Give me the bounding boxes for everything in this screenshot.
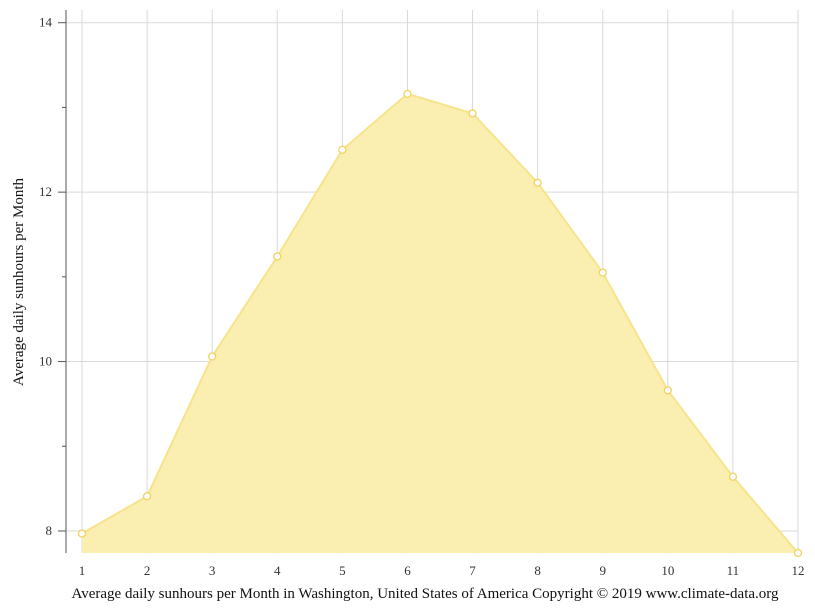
data-point-month-9 xyxy=(598,268,607,277)
y-axis-title: Average daily sunhours per Month xyxy=(11,178,27,387)
data-point-month-4 xyxy=(273,252,282,261)
x-axis-ticks: 1 2 3 4 5 6 7 8 9 10 11 12 xyxy=(79,563,805,578)
y-tick-label-12: 12 xyxy=(39,184,52,199)
x-tick-label-8: 8 xyxy=(534,563,541,578)
y-tick-label-14: 14 xyxy=(39,15,53,30)
x-tick-label-4: 4 xyxy=(274,563,281,578)
area-fill xyxy=(82,93,798,554)
data-point-month-10 xyxy=(663,386,672,395)
data-point-month-11 xyxy=(728,472,738,481)
data-point-month-5 xyxy=(338,145,347,154)
x-tick-label-12: 12 xyxy=(792,563,805,578)
x-tick-label-10: 10 xyxy=(661,563,674,578)
x-tick-label-7: 7 xyxy=(469,563,476,578)
x-tick-label-3: 3 xyxy=(209,563,216,578)
x-tick-label-1: 1 xyxy=(79,563,86,578)
chart-caption: Average daily sunhours per Month in Wash… xyxy=(72,586,779,602)
data-point-month-12 xyxy=(793,548,803,558)
data-point-month-1 xyxy=(77,529,87,538)
data-point-month-2 xyxy=(142,492,152,501)
data-point-month-8 xyxy=(533,178,542,187)
data-point-month-6 xyxy=(403,89,412,99)
data-points xyxy=(77,89,803,558)
series-line xyxy=(81,92,799,554)
x-tick-label-9: 9 xyxy=(599,563,606,578)
y-tick-label-10: 10 xyxy=(39,354,52,369)
data-point-month-7 xyxy=(468,109,477,118)
y-axis-ticks: 8 10 12 14 xyxy=(39,15,66,538)
x-tick-label-2: 2 xyxy=(144,563,151,578)
x-tick-label-11: 11 xyxy=(727,563,740,578)
data-point-month-3 xyxy=(208,352,217,361)
y-tick-label-8: 8 xyxy=(46,523,53,538)
x-tick-label-5: 5 xyxy=(339,563,346,578)
x-tick-label-6: 6 xyxy=(404,563,411,578)
